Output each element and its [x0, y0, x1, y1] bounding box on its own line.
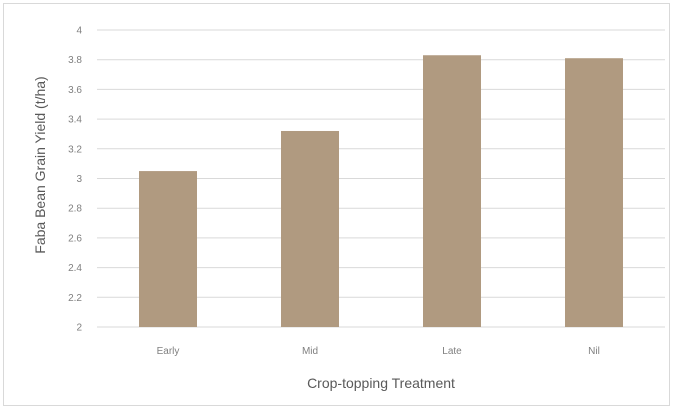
x-axis-title: Crop-topping Treatment	[307, 375, 455, 391]
bar-nil	[565, 58, 623, 328]
y-tick-label: 4	[76, 26, 82, 37]
y-axis-title: Faba Bean Grain Yield (t/ha)	[32, 76, 48, 253]
bars	[139, 55, 623, 328]
y-tick-label: 3.6	[68, 85, 82, 96]
x-tick-labels: Early Mid Late Nil	[157, 346, 600, 357]
x-tick-label-nil: Nil	[588, 346, 600, 357]
y-tick-label: 3.2	[68, 144, 82, 155]
y-tick-label: 2.2	[68, 293, 82, 304]
bar-late	[423, 55, 481, 328]
bar-early	[139, 171, 197, 327]
y-tick-labels: 2 2.2 2.4 2.6 2.8 3 3.2 3.4 3.6 3.8 4	[68, 26, 82, 334]
x-tick-label-early: Early	[157, 346, 180, 357]
x-tick-label-mid: Mid	[302, 346, 318, 357]
y-tick-label: 3.8	[68, 55, 82, 66]
y-tick-label: 3.4	[68, 115, 82, 126]
x-tick-label-late: Late	[442, 346, 462, 357]
y-tick-label: 3	[76, 174, 82, 185]
y-tick-label: 2.4	[68, 263, 82, 274]
y-tick-label: 2	[76, 323, 82, 334]
bar-mid	[281, 130, 339, 327]
y-tick-label: 2.8	[68, 204, 82, 215]
y-tick-label: 2.6	[68, 233, 82, 244]
